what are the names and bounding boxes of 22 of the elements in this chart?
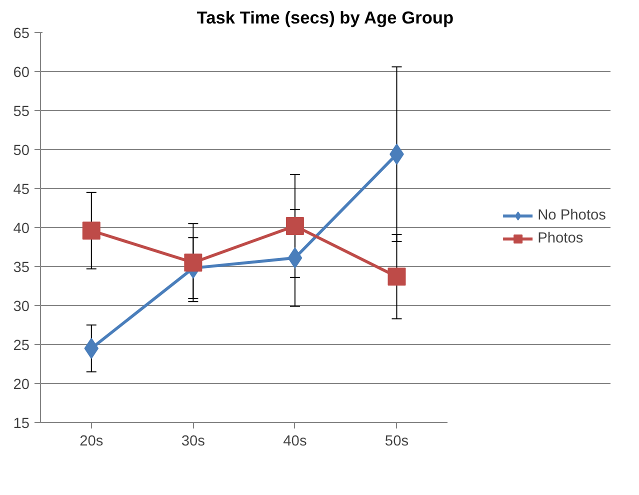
x-tick-label: 40s [283,434,307,450]
y-tick-label: 40 [13,221,30,237]
x-tick-label: 20s [80,434,104,450]
y-tick-label: 25 [13,338,30,354]
y-tick-label: 20 [13,377,30,393]
legend-label: No Photos [538,208,606,224]
y-tick-label: 65 [13,26,30,42]
x-tick-label: 50s [384,434,409,450]
point [184,254,202,272]
y-tick-label: 35 [13,260,30,276]
y-tick-label: 45 [13,182,30,198]
y-tick-label: 30 [13,299,30,315]
chart-title: Task Time (secs) by Age Group [196,8,454,28]
y-tick-label: 60 [13,65,30,81]
point [82,222,100,240]
legend-label: Photos [538,230,584,246]
x-tick-label: 30s [181,434,206,450]
y-tick-label: 15 [13,416,30,432]
point [286,216,304,235]
point [388,268,406,286]
y-tick-label: 55 [13,104,30,120]
y-tick-label: 50 [13,143,30,159]
